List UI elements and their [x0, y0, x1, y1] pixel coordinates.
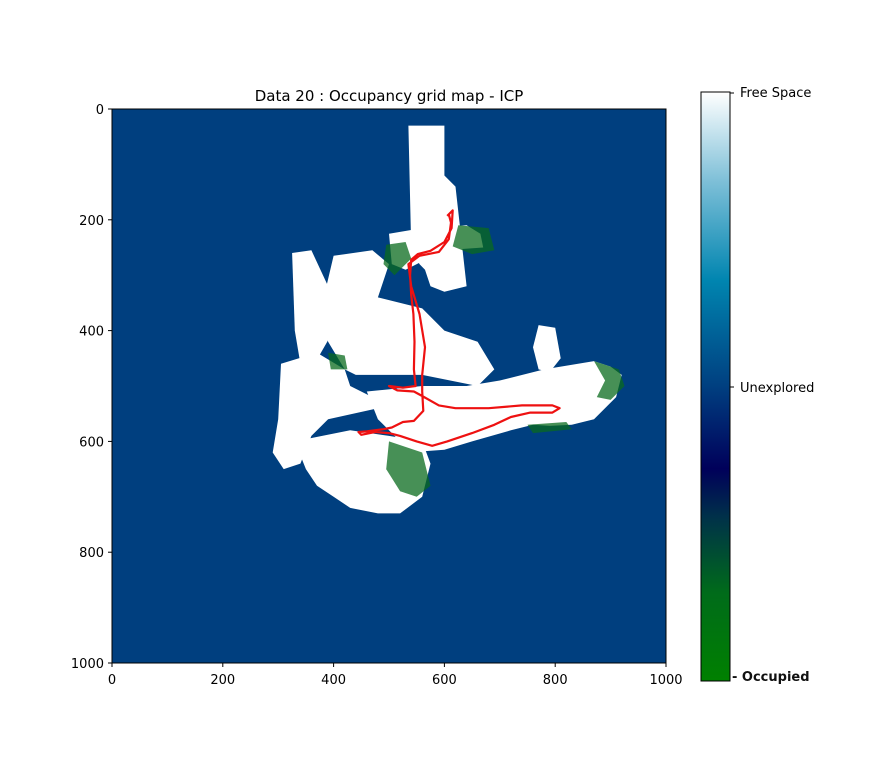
free-region [292, 250, 334, 370]
free-region [366, 361, 622, 452]
y-axis: 0 200 400 600 800 1000 [71, 103, 112, 672]
x-tick-label: 0 [108, 673, 116, 688]
y-tick-label: 1000 [71, 657, 104, 672]
occupied-region [386, 441, 431, 497]
robot-trajectory [357, 209, 561, 447]
colorbar: Free Space Unexplored - Occupied [700, 86, 814, 685]
colorbar-label-occupied: - Occupied [732, 670, 810, 685]
colorbar-gradient [700, 91, 731, 682]
occupied-region [383, 242, 412, 276]
occupied-layer [328, 225, 625, 497]
y-tick-label: 200 [79, 214, 104, 229]
plot-frame [111, 108, 667, 664]
occupied-region [452, 225, 495, 255]
y-tick-label: 0 [96, 103, 104, 118]
colorbar-label-free: Free Space [740, 86, 811, 101]
colorbar-label-unexplored: Unexplored [740, 381, 814, 396]
occupied-region [527, 422, 572, 434]
chart-title: Data 20 : Occupancy grid map - ICP [255, 87, 524, 105]
x-axis: 0 200 400 600 800 1000 [108, 663, 683, 688]
occupied-region [594, 361, 625, 400]
occupied-region [328, 352, 348, 370]
y-tick-label: 400 [79, 325, 104, 340]
y-tick-label: 600 [79, 435, 104, 450]
x-tick-label: 800 [543, 673, 568, 688]
x-tick-label: 400 [321, 673, 346, 688]
free-region [533, 325, 561, 373]
y-tick-label: 800 [79, 546, 104, 561]
x-tick-label: 1000 [649, 673, 682, 688]
x-tick-label: 600 [432, 673, 457, 688]
free-region [322, 250, 495, 386]
plot-area [112, 109, 666, 663]
x-tick-label: 200 [210, 673, 235, 688]
